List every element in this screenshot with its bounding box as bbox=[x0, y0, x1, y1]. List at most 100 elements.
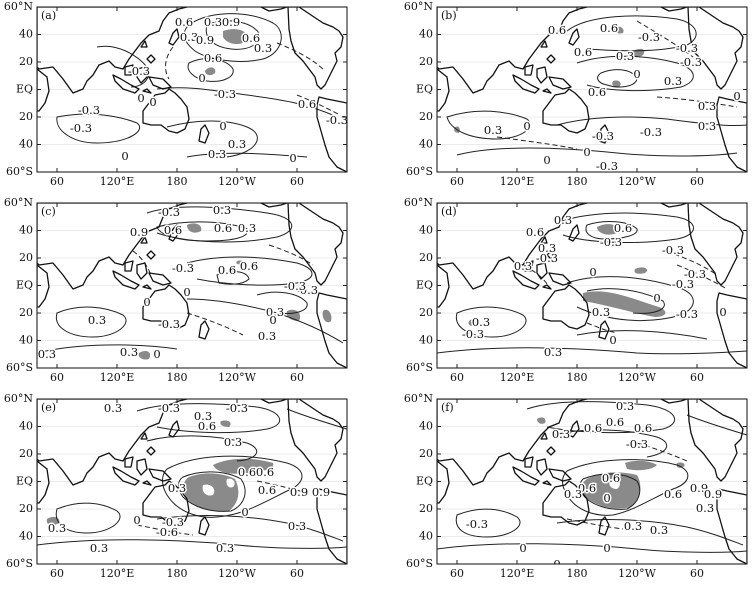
lat-tick-label: 20 bbox=[419, 502, 433, 515]
lon-tick-label: 60 bbox=[50, 567, 64, 580]
coastline bbox=[536, 262, 548, 280]
contour-label: 0 bbox=[133, 513, 140, 527]
significance-shading bbox=[634, 267, 648, 274]
map-panel-f: 0.30.60.6 0.60.3-0.30.60.6 0.90.90.60.3 00.… bbox=[404, 392, 748, 580]
coastline bbox=[568, 224, 580, 242]
lon-tick-label: 60 bbox=[50, 371, 64, 384]
coastline bbox=[316, 292, 347, 368]
coastline bbox=[660, 203, 688, 208]
coastline bbox=[124, 64, 134, 76]
contour-label: 0.6 bbox=[584, 421, 602, 435]
coastline bbox=[37, 399, 188, 486]
significance-shading bbox=[583, 291, 666, 317]
contour-label: 0.6 bbox=[600, 21, 618, 35]
contour-label: 0.3 bbox=[254, 41, 272, 55]
coastline bbox=[142, 284, 190, 330]
contour-label: 0.6 bbox=[198, 419, 216, 433]
contour-label: 0.9 bbox=[290, 485, 308, 499]
lat-tick-label: 40 bbox=[419, 530, 433, 543]
contour-label: 0.3 bbox=[484, 123, 502, 137]
panel-label: (c) bbox=[41, 205, 56, 218]
contour-label: 0.9 bbox=[196, 33, 214, 47]
negative-contour-line bbox=[636, 442, 688, 462]
coastline bbox=[716, 96, 747, 172]
contour-line bbox=[585, 221, 638, 240]
coastline bbox=[598, 124, 610, 144]
contour-label: 0.6 bbox=[204, 51, 222, 65]
significance-shading bbox=[537, 417, 546, 424]
coastline bbox=[542, 480, 590, 526]
contour-label: 0.3 bbox=[514, 259, 532, 273]
contour-label: 0.6 bbox=[664, 487, 682, 501]
panel-label: (a) bbox=[41, 9, 56, 22]
coastline bbox=[140, 236, 148, 244]
coastline bbox=[37, 203, 188, 290]
map-panel-a: 0.6 0.3 0.90.30.9 0.60.30.6-0.3 00 0-0.3-0.30… bbox=[4, 0, 348, 188]
coastline bbox=[524, 456, 534, 468]
coastline bbox=[546, 250, 556, 260]
coastline bbox=[142, 284, 152, 290]
contour-label: 0 bbox=[519, 541, 526, 555]
significance-shading bbox=[205, 67, 216, 76]
contour-label: 0.3 bbox=[216, 541, 234, 555]
contour-label: 0 bbox=[183, 285, 190, 299]
contour-label: 0.3 bbox=[266, 305, 284, 319]
coastline bbox=[136, 458, 148, 476]
lat-tick-label: 60°N bbox=[4, 196, 33, 209]
map-content: 0.6 0.3 0.90.30.9 0.60.30.6-0.3 00 0-0.3-0.30… bbox=[37, 7, 347, 172]
lat-tick-label: 20 bbox=[419, 110, 433, 123]
coastline bbox=[112, 74, 140, 94]
contour-label: 0.3 bbox=[544, 345, 562, 359]
coastline bbox=[124, 260, 134, 272]
contour-label: 0 bbox=[269, 313, 276, 327]
coastline bbox=[548, 272, 572, 286]
lat-tick-label: 20 bbox=[419, 251, 433, 264]
contour-label: -0.3 bbox=[78, 103, 100, 117]
map-panel-c: -0.3 0.30.9 0.6 0.6 0.30.6-0.3-0.30.30.600.3… bbox=[4, 196, 348, 384]
coastline bbox=[168, 28, 180, 46]
contour-line bbox=[186, 152, 308, 158]
contour-label: -0.3 bbox=[662, 243, 684, 257]
coastline bbox=[716, 292, 747, 368]
lon-tick-label: 180 bbox=[567, 567, 588, 580]
lon-tick-label: 120°E bbox=[500, 567, 535, 580]
contour-label: -0.3 bbox=[214, 87, 236, 101]
lon-tick-label: 60 bbox=[690, 567, 704, 580]
negative-contour-line bbox=[666, 250, 718, 276]
negative-contour-line bbox=[256, 480, 308, 494]
contour-label: 0.3 bbox=[664, 74, 682, 88]
contour-label: 0.3 bbox=[48, 521, 66, 535]
coastline bbox=[168, 420, 180, 438]
map-content: 0.3 -0.3 -0.30.30.60.30.6 0.60.9 0.90.3 0.60.… bbox=[37, 399, 347, 564]
lon-tick-label: 120°W bbox=[218, 371, 256, 384]
lat-tick-label: 40 bbox=[419, 138, 433, 151]
contour-line bbox=[586, 288, 665, 314]
coastline bbox=[716, 488, 747, 564]
map-panel-e: 0.3 -0.3 -0.30.30.60.30.6 0.60.9 0.90.3 0.60.… bbox=[4, 392, 348, 580]
coastline bbox=[660, 7, 688, 12]
lat-tick-label: 60°N bbox=[404, 392, 433, 405]
lat-tick-label: EQ bbox=[16, 475, 33, 488]
coastline bbox=[437, 399, 588, 486]
map-content: 0.30.60.6 0.60.3-0.30.60.6 0.90.90.60.3 00.… bbox=[437, 399, 747, 571]
contour-line bbox=[37, 344, 178, 354]
coastline bbox=[142, 88, 152, 94]
contour-line bbox=[96, 45, 150, 88]
significance-shading bbox=[187, 223, 202, 233]
significance-shading bbox=[138, 351, 151, 360]
contour-line bbox=[187, 58, 234, 82]
contour-label: 0 bbox=[553, 557, 560, 571]
contour-label: -0.3 bbox=[676, 41, 698, 55]
contour-label: 0 bbox=[609, 333, 616, 347]
contour-label: 0 bbox=[219, 119, 226, 133]
coastline bbox=[542, 284, 552, 290]
contour-line bbox=[55, 306, 127, 338]
map-content: 0.30.6-0.30.60.3-0.30.3-0.3-0.30-0.300.3… bbox=[437, 203, 747, 368]
contour-label: 0 bbox=[198, 71, 205, 85]
coastline bbox=[198, 320, 210, 340]
lat-tick-label: EQ bbox=[416, 83, 433, 96]
lon-tick-label: 120°E bbox=[500, 175, 535, 188]
coastline bbox=[124, 456, 134, 468]
contour-label: 0.3 bbox=[180, 30, 198, 44]
map-content: -0.3 0.30.9 0.6 0.6 0.30.6-0.3-0.30.30.600.3… bbox=[37, 203, 347, 368]
